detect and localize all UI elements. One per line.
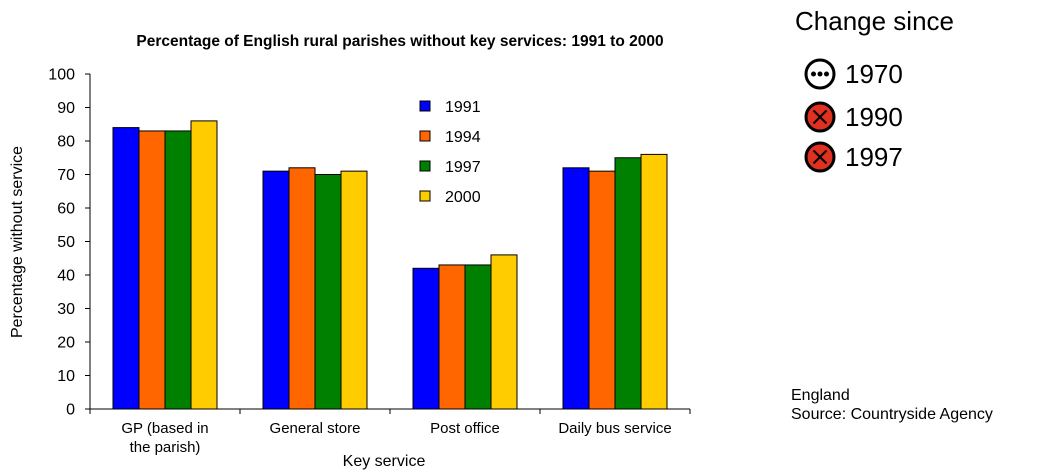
y-tick-label: 50 (57, 234, 75, 251)
y-tick-label: 90 (57, 100, 75, 117)
legend-swatch-1997 (419, 160, 431, 172)
y-axis-label: Percentage without service (9, 146, 26, 338)
bar-1997 (314, 174, 342, 410)
bar-1997 (614, 157, 642, 410)
bar-1991 (112, 127, 140, 410)
bar-2000 (340, 170, 368, 410)
change-item-1997: 1997 (803, 140, 903, 174)
change-item-label: 1990 (845, 101, 903, 132)
y-tick-label: 30 (57, 301, 75, 318)
ellipsis-circle-icon (804, 58, 836, 90)
change-item-label: 1970 (845, 58, 903, 89)
change-panel-title: Change since (795, 6, 954, 36)
change-item-1970: 1970 (803, 57, 903, 91)
cross-circle-icon (804, 141, 836, 173)
bar-1994 (138, 130, 166, 410)
bar-1991 (562, 167, 590, 410)
x-axis-label: Key service (343, 453, 426, 470)
bar-1991 (262, 170, 290, 410)
legend-swatch-1991 (419, 100, 431, 112)
y-tick-label: 80 (57, 134, 75, 151)
legend-label: 1997 (445, 159, 481, 176)
y-tick-label: 20 (57, 335, 75, 352)
y-tick-label: 70 (57, 167, 75, 184)
category-label: the parish) (130, 439, 201, 456)
legend-label: 2000 (445, 189, 481, 206)
bar-chart: Percentage of English rural parishes wit… (9, 33, 691, 470)
legend-label: 1991 (445, 99, 481, 116)
change-item-1990: 1990 (803, 100, 903, 134)
y-tick-label: 60 (57, 201, 75, 218)
bar-1997 (464, 264, 492, 410)
bar-1994 (588, 170, 616, 410)
y-tick-label: 10 (57, 368, 75, 385)
category-label: Post office (430, 420, 500, 437)
y-tick-label: 0 (66, 402, 75, 419)
category-label: Daily bus service (558, 420, 671, 437)
bar-1997 (164, 130, 192, 410)
y-tick-label: 100 (48, 67, 75, 84)
cross-circle-icon (804, 101, 836, 133)
legend-label: 1994 (445, 129, 481, 146)
bar-1991 (412, 267, 440, 410)
bar-1994 (288, 167, 316, 410)
chart-title: Percentage of English rural parishes wit… (136, 33, 663, 50)
bar-2000 (190, 120, 218, 410)
change-item-label: 1997 (845, 141, 903, 172)
bar-1994 (438, 264, 466, 410)
category-label: GP (based in (121, 420, 208, 437)
legend-swatch-1994 (419, 130, 431, 142)
legend-swatch-2000 (419, 190, 431, 202)
region-note: England (791, 387, 850, 404)
category-label: General store (270, 420, 361, 437)
bar-2000 (490, 254, 518, 410)
source-note: Source: Countryside Agency (791, 406, 993, 423)
y-tick-label: 40 (57, 268, 75, 285)
bar-2000 (640, 153, 668, 410)
